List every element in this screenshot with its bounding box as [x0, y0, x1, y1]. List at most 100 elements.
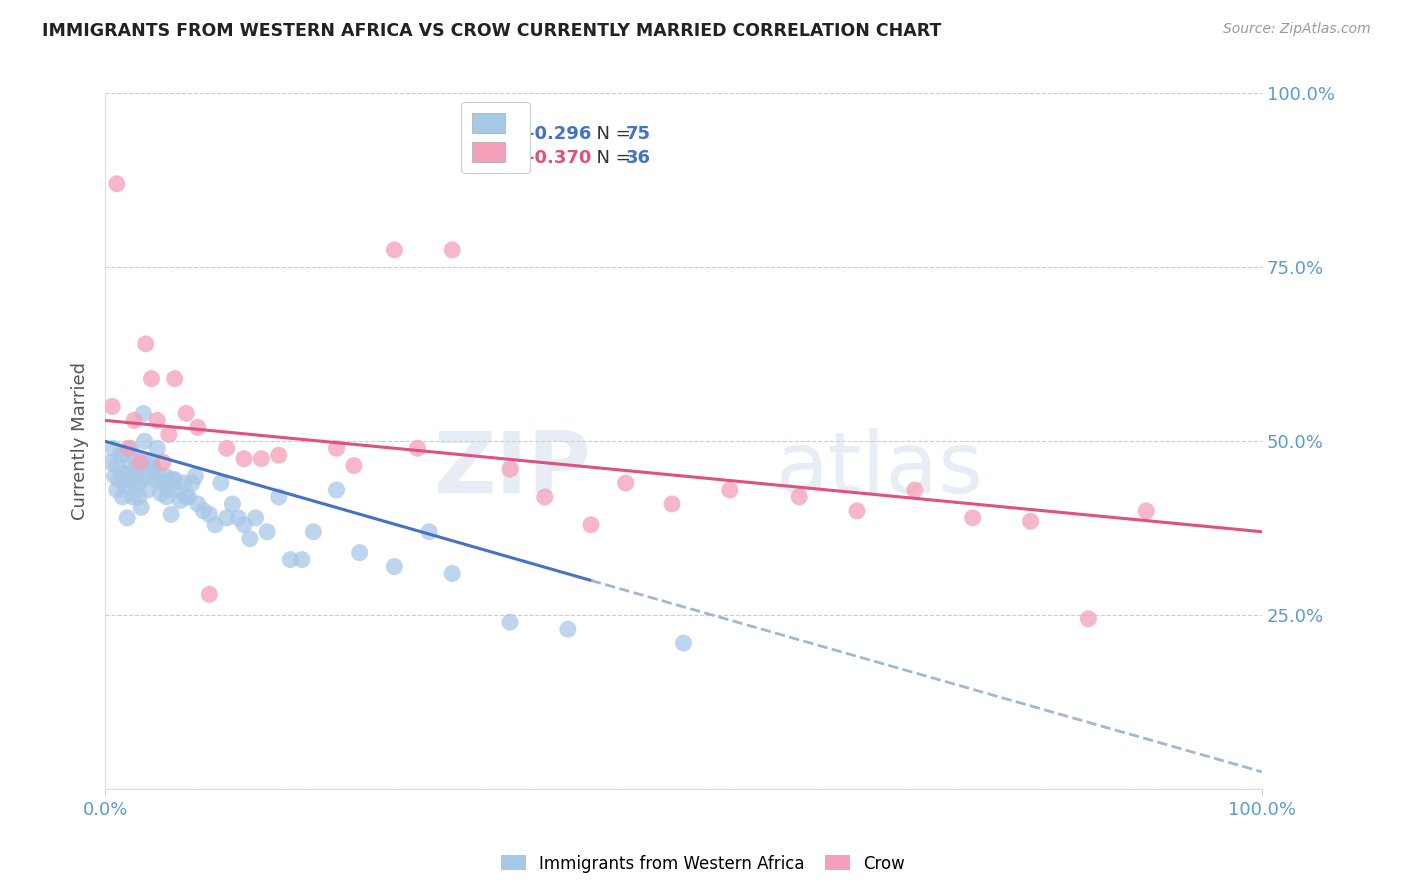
Point [1135, 504, 1157, 518]
Point [384, 243, 406, 257]
Point [233, 517, 256, 532]
Point [291, 552, 314, 566]
Text: R =: R = [492, 125, 531, 143]
Text: -0.370: -0.370 [527, 149, 592, 167]
Point [187, 497, 209, 511]
Point [181, 476, 204, 491]
Point [962, 511, 984, 525]
Point [127, 458, 149, 473]
Point [118, 462, 141, 476]
Point [160, 508, 183, 522]
Point [325, 442, 347, 456]
Point [672, 636, 695, 650]
Point [173, 476, 195, 491]
Point [125, 469, 148, 483]
Text: IMMIGRANTS FROM WESTERN AFRICA VS CROW CURRENTLY MARRIED CORRELATION CHART: IMMIGRANTS FROM WESTERN AFRICA VS CROW C… [42, 22, 942, 40]
Point [846, 504, 869, 518]
Point [174, 490, 197, 504]
Point [115, 511, 138, 525]
Point [121, 466, 143, 480]
Point [112, 448, 135, 462]
Point [152, 476, 174, 491]
Point [204, 517, 226, 532]
Point [103, 469, 125, 483]
Text: N =: N = [585, 125, 637, 143]
Point [441, 243, 464, 257]
Point [128, 490, 150, 504]
Text: 75: 75 [626, 125, 651, 143]
Point [157, 427, 180, 442]
Point [101, 400, 124, 414]
Text: -0.296: -0.296 [527, 125, 592, 143]
Point [155, 490, 177, 504]
Point [105, 458, 128, 473]
Point [904, 483, 927, 497]
Point [122, 490, 145, 504]
Point [267, 490, 290, 504]
Point [1077, 612, 1099, 626]
Point [198, 587, 221, 601]
Point [215, 442, 238, 456]
Point [579, 517, 602, 532]
Point [108, 473, 131, 487]
Point [117, 442, 139, 456]
Point [132, 407, 155, 421]
Point [233, 451, 256, 466]
Point [120, 442, 142, 456]
Legend: , : , [461, 103, 530, 173]
Point [155, 469, 177, 483]
Point [135, 469, 157, 483]
Text: 36: 36 [626, 149, 651, 167]
Point [278, 552, 301, 566]
Point [343, 458, 366, 473]
Point [129, 455, 152, 469]
Point [239, 532, 262, 546]
Point [187, 420, 209, 434]
Point [141, 455, 163, 469]
Point [103, 442, 125, 456]
Legend: Immigrants from Western Africa, Crow: Immigrants from Western Africa, Crow [495, 848, 911, 880]
Point [124, 451, 146, 466]
Point [174, 407, 197, 421]
Point [114, 479, 136, 493]
Point [135, 455, 157, 469]
Point [122, 413, 145, 427]
Point [245, 511, 267, 525]
Point [198, 508, 221, 522]
Point [135, 337, 157, 351]
Point [267, 448, 290, 462]
Point [533, 490, 555, 504]
Point [100, 455, 122, 469]
Text: R =: R = [492, 149, 531, 167]
Point [384, 559, 406, 574]
Point [105, 483, 128, 497]
Point [149, 486, 172, 500]
Point [122, 476, 145, 491]
Point [1019, 514, 1042, 528]
Point [105, 177, 128, 191]
Point [141, 372, 163, 386]
Point [152, 455, 174, 469]
Point [787, 490, 810, 504]
Point [221, 497, 243, 511]
Point [142, 462, 165, 476]
Point [177, 490, 200, 504]
Point [325, 483, 347, 497]
Point [499, 615, 522, 630]
Point [193, 504, 215, 518]
Point [441, 566, 464, 581]
Text: Source: ZipAtlas.com: Source: ZipAtlas.com [1223, 22, 1371, 37]
Text: N =: N = [585, 149, 637, 167]
Point [129, 476, 152, 491]
Point [143, 473, 166, 487]
Point [129, 500, 152, 515]
Point [157, 483, 180, 497]
Text: atlas: atlas [776, 427, 984, 510]
Point [111, 490, 134, 504]
Point [349, 546, 371, 560]
Point [134, 434, 156, 449]
Point [146, 413, 169, 427]
Point [661, 497, 683, 511]
Point [418, 524, 440, 539]
Point [139, 462, 162, 476]
